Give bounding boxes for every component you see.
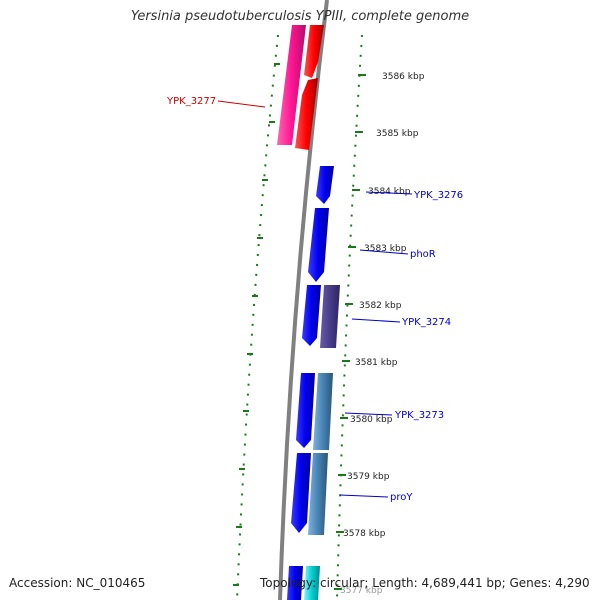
tick-label-3582: 3582 kbp bbox=[359, 301, 402, 311]
gene-label-ypk3276: YPK_3276 bbox=[413, 190, 463, 201]
tick-label-3581: 3581 kbp bbox=[355, 358, 398, 368]
gene-ypk3276[interactable] bbox=[316, 166, 334, 204]
gene-ypk3273[interactable] bbox=[313, 373, 333, 450]
gene-blue-bottom[interactable] bbox=[287, 566, 303, 600]
gene-blue-mid[interactable] bbox=[302, 285, 321, 346]
tick-label-3585: 3585 kbp bbox=[376, 129, 419, 139]
genome-info: Topology: circular; Length: 4,689,441 bp… bbox=[260, 576, 590, 590]
tick-label-3577: 3577 kbp bbox=[340, 586, 383, 596]
inner-major-ticks bbox=[334, 74, 366, 590]
tick-label-3578: 3578 kbp bbox=[343, 529, 386, 539]
outer-tick-ring bbox=[236, 34, 279, 600]
gene-blue-a[interactable] bbox=[296, 373, 315, 448]
tick-label-3579: 3579 kbp bbox=[347, 472, 390, 482]
gene-proY[interactable] bbox=[308, 453, 328, 535]
tick-label-3584: 3584 kbp bbox=[368, 187, 411, 197]
gene-label-lines bbox=[217, 100, 413, 498]
map-title: Yersinia pseudotuberculosis YPIII, compl… bbox=[130, 9, 470, 24]
outer-minor-ticks bbox=[233, 63, 280, 586]
tick-label-3580: 3580 kbp bbox=[350, 415, 393, 425]
accession-label: Accession: NC_010465 bbox=[9, 576, 146, 590]
kbp-tick-labels: 3586 kbp 3585 kbp 3584 kbp 3583 kbp 3582… bbox=[340, 72, 425, 596]
gene-blue-b[interactable] bbox=[291, 453, 311, 533]
gene-label-ypk3277: YPK_3277 bbox=[166, 96, 216, 107]
gene-ypk3277-pink[interactable] bbox=[277, 25, 306, 145]
gene-ypk3274[interactable] bbox=[320, 285, 340, 348]
gene-labels: YPK_3277 YPK_3276 phoR YPK_3274 YPK_3273… bbox=[166, 96, 463, 503]
inner-tick-ring bbox=[336, 34, 363, 600]
gene-label-ypk3274: YPK_3274 bbox=[401, 317, 451, 328]
gene-label-ypk3273: YPK_3273 bbox=[394, 410, 444, 421]
gene-label-proY: proY bbox=[390, 492, 413, 503]
tick-label-3586: 3586 kbp bbox=[382, 72, 425, 82]
gene-cyan-bottom[interactable] bbox=[304, 566, 320, 600]
tick-label-3583: 3583 kbp bbox=[364, 244, 407, 254]
gene-red-upper[interactable] bbox=[304, 25, 324, 78]
gene-red-lower[interactable] bbox=[295, 78, 318, 150]
gene-phoR[interactable] bbox=[308, 208, 329, 282]
gene-label-phoR: phoR bbox=[410, 249, 436, 260]
